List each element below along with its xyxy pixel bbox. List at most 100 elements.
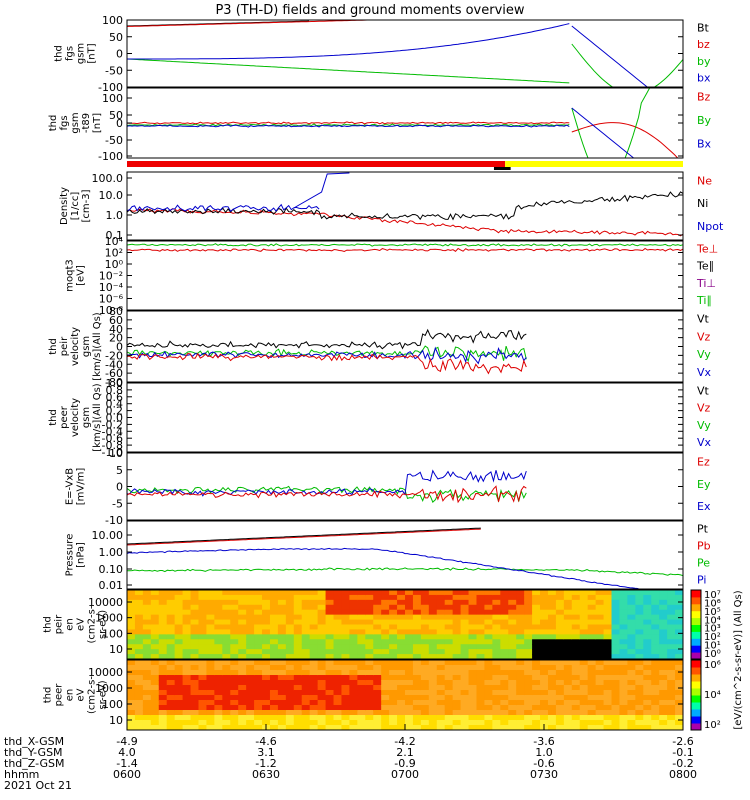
spec-cell <box>309 690 319 696</box>
spec-cell <box>277 700 287 706</box>
legend-Vy: Vy <box>697 348 711 361</box>
spec-cell <box>444 670 454 676</box>
spec-cell <box>254 629 263 635</box>
spec-cell <box>222 599 231 606</box>
spec-cell <box>484 594 493 601</box>
spec-cell <box>198 680 208 686</box>
spec-cell <box>643 654 652 659</box>
spec-cell <box>397 604 406 611</box>
spec-cell <box>254 710 263 716</box>
spec-cell <box>317 720 327 726</box>
spec-cell <box>635 599 644 606</box>
spec-cell <box>540 700 549 706</box>
spec-cell <box>420 634 430 640</box>
spec-cell <box>150 660 160 666</box>
spec-cell <box>516 705 525 711</box>
spec-cell <box>365 700 374 706</box>
legend-Bx: Bx <box>697 137 712 150</box>
ylabel-line: [nPa] <box>76 542 87 568</box>
spec-cell <box>222 670 231 676</box>
spec-cell <box>500 695 509 701</box>
ytick-label: -100 <box>98 81 123 94</box>
spec-cell <box>277 715 287 721</box>
ylabel-line: peer <box>54 683 65 707</box>
spec-cell <box>333 705 343 711</box>
spec-cell <box>293 614 303 621</box>
spec-cell <box>134 604 144 611</box>
spec-cell <box>492 590 501 596</box>
spec-cell <box>190 685 200 691</box>
spec-cell <box>579 590 589 596</box>
spec-cell <box>246 619 255 626</box>
spec-cell <box>230 619 239 626</box>
spec-cell <box>317 609 327 616</box>
spec-cell <box>198 675 208 681</box>
spec-cell <box>349 695 358 701</box>
spec-cell <box>651 649 660 655</box>
spec-cell <box>547 644 557 650</box>
spec-cell <box>555 590 565 596</box>
spec-cell <box>206 619 215 626</box>
spec-cell <box>158 680 168 686</box>
spec-cell <box>571 614 581 621</box>
legend-Pi: Pi <box>697 573 706 586</box>
spec-cell <box>373 604 382 611</box>
spec-cell <box>635 690 644 696</box>
spec-cell <box>182 700 192 706</box>
spec-cell <box>333 624 343 631</box>
spec-cell <box>222 695 231 701</box>
spec-cell <box>333 594 343 601</box>
spec-cell <box>587 624 597 631</box>
spec-cell <box>405 604 414 611</box>
spec-cell <box>238 644 247 650</box>
spec-cell <box>222 665 231 671</box>
spec-cell <box>500 629 509 635</box>
spec-cell <box>222 705 231 711</box>
spec-cell <box>420 654 430 659</box>
spec-cell <box>675 654 683 659</box>
spec-cell <box>389 675 398 681</box>
spec-cell <box>587 609 597 616</box>
spec-cell <box>198 700 208 706</box>
spec-cell <box>158 675 168 681</box>
spec-cell <box>230 675 239 681</box>
spec-cell <box>587 660 597 666</box>
spec-cell <box>436 649 446 655</box>
spec-cell <box>309 614 319 621</box>
spec-cell <box>484 619 493 626</box>
spec-cell <box>436 690 446 696</box>
spec-cell <box>540 660 549 666</box>
spec-cell <box>174 609 184 616</box>
spec-cell <box>420 594 430 601</box>
spec-cell <box>397 710 406 716</box>
spec-cell <box>365 715 374 721</box>
spec-cell <box>619 710 628 716</box>
spec-cell <box>484 700 493 706</box>
spec-cell <box>317 665 327 671</box>
spec-cell <box>285 675 295 681</box>
spec-cell <box>540 649 549 655</box>
spec-cell <box>524 614 533 621</box>
spec-cell <box>587 599 597 606</box>
spec-cell <box>381 710 390 716</box>
spec-cell <box>142 649 152 655</box>
spec-cell <box>405 619 414 626</box>
colorbar-cell <box>691 610 701 619</box>
spec-cell <box>214 634 223 640</box>
spec-cell <box>325 665 335 671</box>
spec-cell <box>563 649 573 655</box>
spec-cell <box>262 609 271 616</box>
colorbar-label: [eV/(cm^2-s-sr-eV)] (All Qs) <box>733 590 744 729</box>
ytick-label: 0 <box>116 117 123 130</box>
spec-cell <box>643 705 652 711</box>
spec-cell <box>277 634 287 640</box>
spec-cell <box>389 710 398 716</box>
spec-cell <box>325 624 335 631</box>
spec-cell <box>365 710 374 716</box>
spec-cell <box>460 594 470 601</box>
spec-cell <box>627 594 636 601</box>
spec-cell <box>659 675 668 681</box>
spec-cell <box>301 725 311 730</box>
spec-cell <box>341 665 350 671</box>
